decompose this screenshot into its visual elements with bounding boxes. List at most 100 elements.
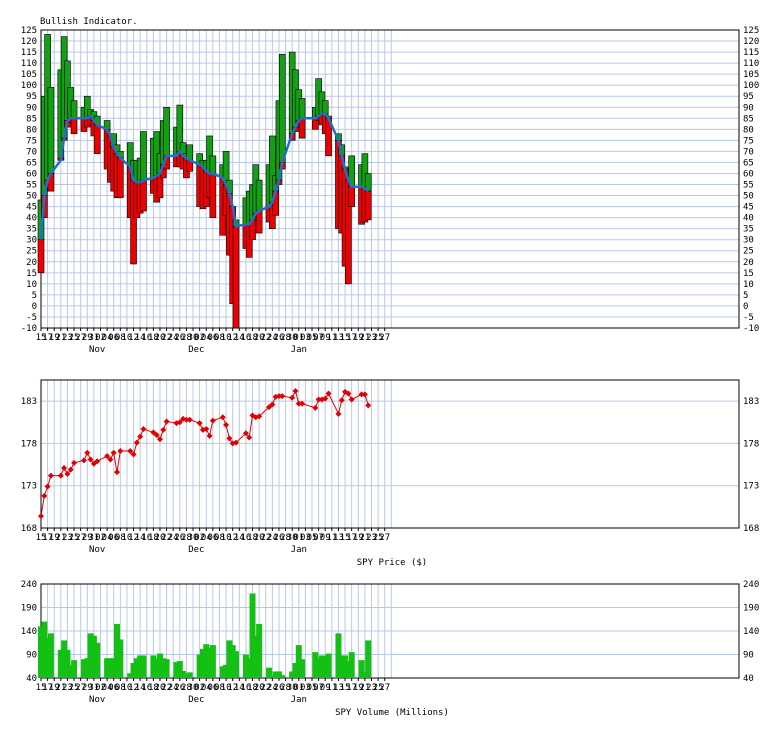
volume-xtick-label: 22 [260,683,271,693]
indicator-xtick-label: 02 [194,333,205,343]
price-point [44,483,51,490]
price-grid [40,380,739,529]
indicator-ytick-left: 110 [21,59,37,69]
volume-bar [295,645,302,678]
volume-bar [365,640,372,678]
price-point [365,402,372,409]
indicator-ytick-left: 50 [26,192,37,202]
volume-bar [232,651,239,678]
volume-xtick-label: 17 [346,683,357,693]
volume-xtick-label: 02 [194,683,205,693]
volume-xtick-label: 10 [122,683,133,693]
indicator-xtick-label: 02 [95,333,106,343]
volume-bar [71,660,78,678]
price-xtick-label: 27 [75,533,86,543]
price-point [84,449,91,456]
price-xtick-label: 05 [307,533,318,543]
indicator-xtick-label: 06 [207,333,218,343]
indicator-ytick-right: -5 [743,313,754,323]
price-xtick-label: 09 [320,533,331,543]
price-point [64,470,71,477]
indicator-ytick-left: 35 [26,225,37,235]
price-point [275,393,282,400]
indicator-month-label: Nov [89,345,105,355]
indicator-ytick-left: -5 [26,313,37,323]
indicator-ytick-left: 85 [26,114,37,124]
price-point [127,448,134,455]
price-ytick-left: 168 [21,524,37,534]
volume-bar [183,674,190,678]
indicator-xtick-label: 04 [102,333,113,343]
price-point [338,397,345,404]
volume-bar [226,640,233,678]
volume-bar [229,645,236,678]
volume-bar [104,658,111,678]
indicator-xtick-label: 17 [42,333,53,343]
indicator-xtick-label: 18 [247,333,258,343]
price-xtick-label: 24 [168,533,179,543]
volume-xtick-label: 21 [359,683,370,693]
volume-ytick-left: 40 [26,674,37,684]
volume-bar [127,673,134,678]
indicator-ytick-left: 55 [26,181,37,191]
bearish-red-bar [37,239,45,274]
volume-ytick-right: 190 [743,604,759,614]
price-point [41,492,48,499]
volume-xtick-label: 01 [293,683,304,693]
indicator-xtick-label: 24 [168,333,179,343]
price-xtick-label: 04 [102,533,113,543]
volume-month-label: Dec [188,695,204,705]
volume-bar [342,655,349,678]
price-point [196,420,203,427]
volume-bar [266,667,273,678]
price-xtick-label: 13 [333,533,344,543]
volume-ytick-left: 140 [21,627,37,637]
bearish-red-bar [348,186,355,207]
price-point [358,391,365,398]
indicator-ytick-right: 125 [743,26,759,36]
indicator-ytick-left: 90 [26,103,37,113]
bullish-green-bar [70,100,78,119]
indicator-xtick-label: 26 [274,333,285,343]
indicator-ytick-left: 115 [21,48,37,58]
indicator-xtick-label: 09 [320,333,331,343]
indicator-ytick-right: 120 [743,37,759,47]
indicator-xtick-label: 13 [333,333,344,343]
price-xtick-label: 26 [274,533,285,543]
price-point [117,448,124,455]
indicator-xtick-label: 01 [293,333,304,343]
volume-bar [64,649,71,678]
bearish-red-bar [232,226,240,329]
price-xtick-label: 25 [69,533,80,543]
price-xtick-label: 08 [115,533,126,543]
price-xtick-label: 23 [62,533,73,543]
price-xtick-label: 02 [194,533,205,543]
price-xtick-label: 15 [340,533,351,543]
price-point [104,453,111,460]
volume-xtick-label: 19 [353,683,364,693]
volume-bar [322,655,329,678]
volume-bar [315,658,322,678]
price-point [47,472,54,479]
volume-xtick-label: 28 [280,683,291,693]
indicator-xtick-label: 31 [88,333,99,343]
volume-xtick-label: 31 [88,683,99,693]
price-xtick-label: 14 [135,533,146,543]
indicator-xtick-label: 19 [353,333,364,343]
indicator-ytick-right: 15 [743,269,754,279]
volume-xtick-label: 20 [155,683,166,693]
price-ytick-right: 183 [743,397,759,407]
volume-bar [249,593,256,678]
price-xtick-label: 15 [36,533,47,543]
volume-bar [223,664,230,678]
indicator-ytick-right: 90 [743,103,754,113]
volume-xtick-label: 19 [49,683,60,693]
volume-xtick-label: 07 [313,683,324,693]
volume-xtick-label: 26 [174,683,185,693]
price-xtick-label: 22 [161,533,172,543]
volume-bar [94,642,101,678]
indicator-xtick-label: 25 [373,333,384,343]
volume-bar [61,640,68,678]
indicator-xtick-label: 15 [36,333,47,343]
volume-bar [203,644,210,678]
